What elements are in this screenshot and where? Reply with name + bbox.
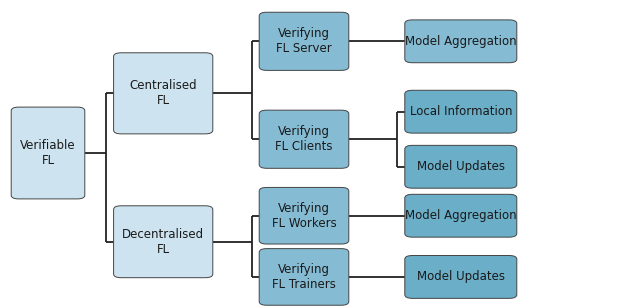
FancyBboxPatch shape: [404, 145, 517, 188]
Text: Model Aggregation: Model Aggregation: [405, 209, 516, 222]
FancyBboxPatch shape: [11, 107, 84, 199]
FancyBboxPatch shape: [259, 12, 349, 70]
FancyBboxPatch shape: [114, 206, 212, 278]
FancyBboxPatch shape: [404, 20, 517, 63]
FancyBboxPatch shape: [404, 256, 517, 298]
FancyBboxPatch shape: [404, 90, 517, 133]
Text: Local Information: Local Information: [410, 105, 512, 118]
Text: Centralised
FL: Centralised FL: [129, 79, 197, 107]
FancyBboxPatch shape: [114, 53, 212, 134]
FancyBboxPatch shape: [259, 248, 349, 305]
FancyBboxPatch shape: [259, 187, 349, 244]
FancyBboxPatch shape: [259, 110, 349, 168]
Text: Model Updates: Model Updates: [417, 271, 505, 283]
Text: Verifying
FL Trainers: Verifying FL Trainers: [272, 263, 336, 291]
Text: Model Updates: Model Updates: [417, 160, 505, 173]
FancyBboxPatch shape: [404, 194, 517, 237]
Text: Verifying
FL Clients: Verifying FL Clients: [275, 125, 333, 153]
Text: Model Aggregation: Model Aggregation: [405, 35, 516, 48]
Text: Verifiable
FL: Verifiable FL: [20, 139, 76, 167]
Text: Verifying
FL Server: Verifying FL Server: [276, 27, 332, 55]
Text: Verifying
FL Workers: Verifying FL Workers: [271, 202, 337, 230]
Text: Decentralised
FL: Decentralised FL: [122, 228, 204, 256]
